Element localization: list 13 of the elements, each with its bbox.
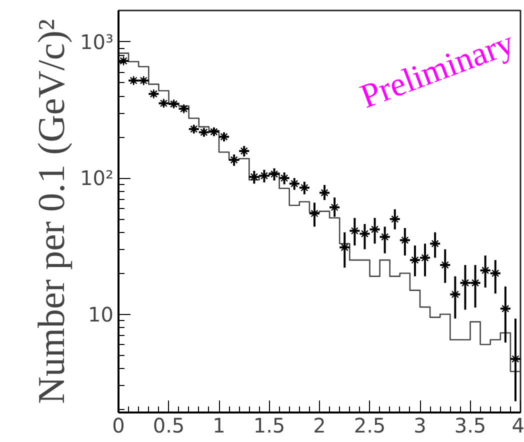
x-tick-label: 0.5 xyxy=(152,414,185,438)
x-tick-label: 2.5 xyxy=(354,414,386,438)
y-tick-label: 10 xyxy=(88,302,114,326)
x-tick-label: 2 xyxy=(313,414,326,438)
x-tick-label: 0 xyxy=(112,414,125,438)
x-tick-label: 4 xyxy=(512,414,524,438)
y-tick-label: 10² xyxy=(80,166,114,190)
x-tick-label: 1 xyxy=(212,414,226,438)
x-tick-label: 3.5 xyxy=(454,414,486,438)
x-tick-label: 1.5 xyxy=(253,414,286,438)
y-tick-label: 10³ xyxy=(80,30,114,54)
y-axis-title: Number per 0.1 (GeV/c)² xyxy=(31,19,74,404)
x-tick-label: 3 xyxy=(414,414,426,438)
